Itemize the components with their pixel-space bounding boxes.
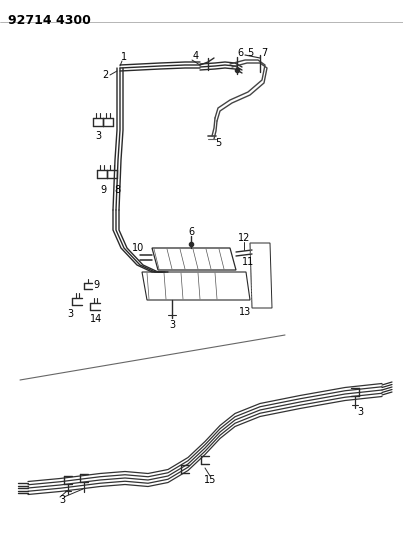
Text: 5: 5: [215, 138, 221, 148]
Text: 12: 12: [238, 233, 250, 243]
Text: 3: 3: [357, 407, 363, 417]
Text: 92714 4300: 92714 4300: [8, 14, 91, 27]
Text: 4: 4: [193, 51, 199, 61]
Text: 11: 11: [242, 257, 254, 267]
Text: 14: 14: [90, 314, 102, 324]
Text: 10: 10: [132, 243, 144, 253]
Text: 6: 6: [237, 48, 243, 58]
Text: 2: 2: [102, 70, 108, 80]
Text: 3: 3: [67, 309, 73, 319]
Text: 7: 7: [261, 48, 267, 58]
Text: 1: 1: [121, 52, 127, 62]
Text: 3: 3: [59, 495, 65, 505]
Text: 3: 3: [169, 320, 175, 330]
Text: 9: 9: [93, 280, 99, 290]
Text: 13: 13: [239, 307, 251, 317]
Text: 8: 8: [114, 185, 120, 195]
Text: 15: 15: [204, 475, 216, 485]
Text: 5: 5: [247, 48, 253, 58]
Text: 9: 9: [100, 185, 106, 195]
Text: 6: 6: [188, 227, 194, 237]
Text: 3: 3: [95, 131, 101, 141]
